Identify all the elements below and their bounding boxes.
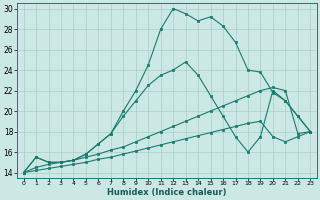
X-axis label: Humidex (Indice chaleur): Humidex (Indice chaleur): [107, 188, 227, 197]
